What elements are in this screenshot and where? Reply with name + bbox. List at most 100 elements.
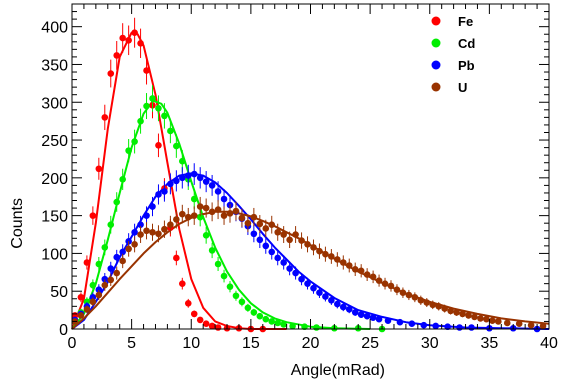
data-point-fe [77,293,85,301]
data-point-u [143,227,150,235]
data-point-u [503,319,511,327]
data-point-pb [202,178,210,185]
data-point-u [527,321,535,329]
data-point-cd [113,198,121,206]
data-point-u [256,220,264,228]
legend-marker-pb [431,60,441,70]
data-point-pb [351,309,359,316]
data-point-u [310,244,317,251]
data-point-pb [357,311,365,318]
x-tick-label: 10 [182,335,200,352]
data-point-pb [334,300,341,308]
data-point-u [196,203,204,210]
legend-label-cd: Cd [458,36,475,51]
data-point-fe [131,29,138,37]
legend-marker-cd [431,38,441,48]
data-point-fe [208,322,216,330]
data-point-cd [238,298,246,306]
data-point-u [322,250,329,258]
data-point-cd [196,213,204,221]
data-point-u [244,219,252,227]
data-point-u [334,256,341,263]
legend-label-pb: Pb [458,58,475,73]
data-point-pb [101,275,109,283]
data-point-fe [155,142,162,149]
data-point-fe [137,40,144,47]
data-point-u [304,241,311,248]
data-point-pb [339,303,347,311]
data-point-pb [298,275,305,283]
data-point-u [101,281,109,289]
data-point-u [328,253,335,260]
data-point-cd [125,147,132,154]
data-point-u [435,303,442,310]
data-point-pb [345,306,353,313]
data-point-pb [256,236,264,244]
data-point-u [375,277,383,284]
y-tick-label: 250 [41,133,68,150]
data-point-u [125,245,132,253]
data-point-cd [89,281,97,289]
data-point-pb [119,248,126,256]
axis-ticks [71,3,550,330]
data-point-u [411,293,419,301]
data-point-pb [137,221,144,228]
data-point-cd [143,102,150,110]
legend: Fe Cd Pb U [431,14,475,95]
data-point-cd [190,195,198,203]
data-point-u [417,296,425,304]
data-point-cd [167,127,174,135]
data-point-pb [396,318,404,326]
data-point-pb [113,253,121,261]
fit-curve-cd [71,99,371,330]
x-tick-label: 0 [68,335,77,352]
data-point-u [453,309,460,316]
data-point-pb [286,265,293,272]
data-point-cd [83,298,91,306]
data-point-u [483,315,490,323]
data-point-u [119,257,126,265]
data-point-pb [262,242,270,250]
y-tick-label: 400 [41,20,68,37]
data-point-pb [190,170,198,178]
data-point-cd [101,244,109,251]
data-point-pb [214,188,222,195]
data-point-u [179,210,186,218]
data-point-cd [161,112,168,120]
data-point-u [387,282,395,290]
data-point-pb [384,317,392,324]
data-point-pb [456,324,463,331]
data-point-u [298,237,305,244]
data-point-pb [316,289,323,297]
data-point-cd [95,260,103,268]
data-point-pb [167,180,174,188]
data-point-cd [256,312,264,320]
data-point-cd [250,309,258,316]
data-point-pb [173,177,180,185]
data-point-cd [131,138,138,145]
data-point-pb [155,191,162,198]
data-point-u [286,236,293,244]
x-tick-label: 30 [421,335,439,352]
data-point-fe [125,36,132,44]
data-point-pb [268,248,276,256]
data-point-cd [208,247,216,254]
data-point-u [238,214,246,222]
data-point-u [447,307,454,315]
data-point-fe [214,324,222,331]
data-point-u [77,312,85,319]
data-point-pb [131,228,138,236]
data-point-u [232,207,240,215]
data-point-pb [304,280,311,287]
data-point-cd [173,142,180,150]
data-point-cd [202,231,210,239]
data-point-u [202,204,210,212]
data-point-pb [280,259,287,266]
data-point-pb [274,254,282,262]
data-point-pb [208,182,216,189]
data-point-u [83,306,91,313]
data-point-u [149,228,156,236]
data-point-cd [262,315,270,323]
data-point-u [155,230,162,238]
